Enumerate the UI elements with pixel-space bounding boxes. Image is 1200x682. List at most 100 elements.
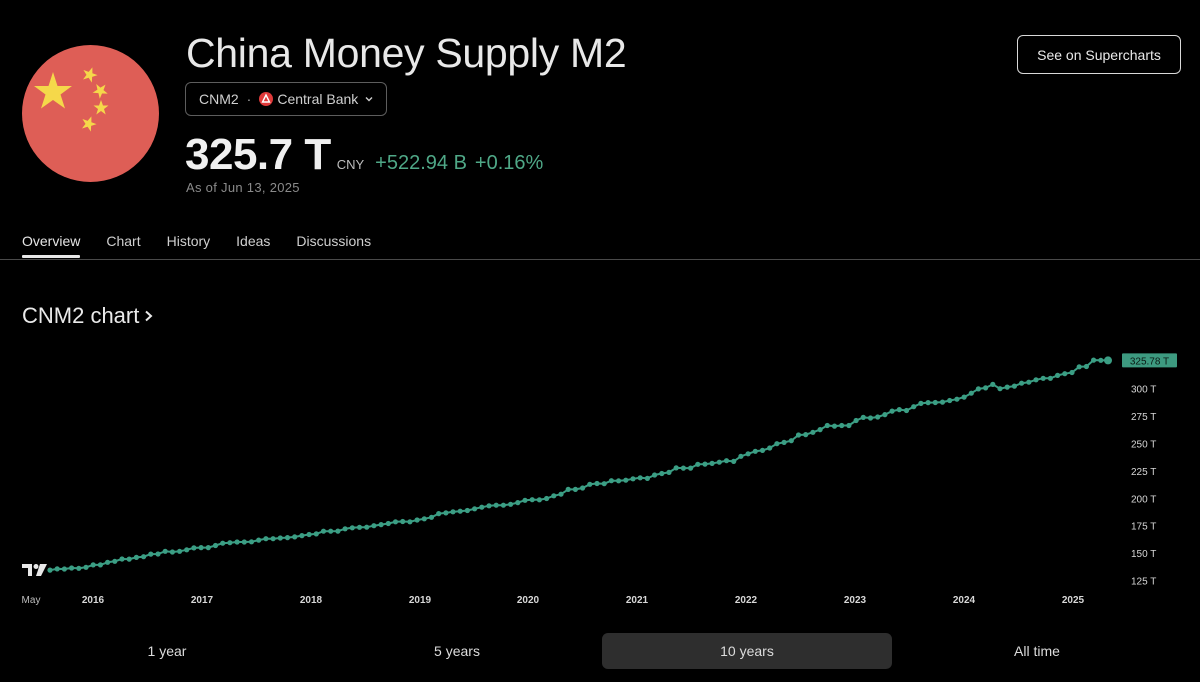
data-point bbox=[875, 414, 881, 420]
data-point bbox=[644, 475, 651, 481]
data-point bbox=[666, 469, 672, 475]
data-point bbox=[83, 564, 89, 570]
data-point bbox=[846, 422, 852, 429]
data-point bbox=[709, 460, 715, 466]
data-point bbox=[745, 451, 751, 457]
tab-overview[interactable]: Overview bbox=[22, 233, 81, 258]
tab-chart[interactable]: Chart bbox=[106, 233, 141, 249]
data-point bbox=[911, 404, 917, 410]
data-point bbox=[896, 407, 902, 413]
x-tick-label: 2024 bbox=[953, 595, 976, 606]
x-tick-label: May bbox=[22, 595, 41, 606]
data-point bbox=[205, 545, 211, 551]
data-point bbox=[889, 408, 895, 414]
data-point bbox=[803, 432, 809, 438]
data-point bbox=[616, 478, 622, 484]
data-point bbox=[637, 475, 643, 481]
data-point bbox=[1069, 369, 1075, 376]
x-tick-label: 2025 bbox=[1062, 595, 1085, 606]
data-point bbox=[54, 566, 60, 572]
data-point bbox=[184, 547, 190, 553]
data-point bbox=[867, 415, 874, 421]
flag-small-star bbox=[92, 84, 108, 99]
data-point bbox=[299, 533, 305, 539]
data-point bbox=[723, 458, 730, 464]
data-point bbox=[1055, 372, 1061, 378]
data-point bbox=[320, 528, 327, 534]
x-tick-label: 2016 bbox=[82, 595, 105, 606]
data-point bbox=[968, 390, 974, 396]
data-point bbox=[97, 562, 103, 568]
change-percent: +0.16% bbox=[474, 152, 544, 174]
data-point bbox=[817, 427, 823, 433]
data-point bbox=[1026, 379, 1032, 385]
symbol-selector[interactable]: CNM2 · Central Bank bbox=[185, 82, 387, 116]
data-point bbox=[932, 399, 938, 406]
data-point bbox=[587, 481, 593, 487]
data-point bbox=[975, 386, 982, 392]
data-point bbox=[795, 432, 802, 438]
y-tick-label: 150 T bbox=[1131, 549, 1156, 560]
tab-history[interactable]: History bbox=[166, 233, 211, 249]
range-5-years[interactable]: 5 years bbox=[434, 643, 480, 659]
data-point bbox=[234, 539, 240, 545]
data-point bbox=[342, 526, 348, 532]
data-point bbox=[565, 486, 571, 492]
chart-section-title: CNM2 chart bbox=[22, 303, 140, 328]
x-tick-label: 2021 bbox=[626, 595, 649, 606]
data-point bbox=[443, 510, 449, 516]
data-point bbox=[47, 567, 53, 573]
data-point bbox=[954, 396, 960, 402]
series-line bbox=[49, 359, 1109, 572]
data-point bbox=[61, 566, 67, 572]
data-point bbox=[630, 476, 636, 482]
data-point bbox=[702, 461, 708, 467]
data-point bbox=[486, 503, 492, 509]
data-point bbox=[997, 386, 1003, 392]
data-point bbox=[414, 517, 420, 523]
data-point bbox=[421, 516, 427, 522]
data-point bbox=[774, 441, 780, 447]
range-10-years[interactable]: 10 years bbox=[602, 633, 892, 669]
x-tick-label: 2019 bbox=[409, 595, 432, 606]
range-all-time[interactable]: All time bbox=[1014, 643, 1060, 659]
data-point bbox=[169, 549, 175, 555]
data-point bbox=[839, 422, 845, 429]
data-point bbox=[356, 524, 363, 530]
y-tick-label: 275 T bbox=[1131, 412, 1156, 423]
change-value: +522.94 B bbox=[375, 152, 467, 174]
data-point bbox=[515, 500, 521, 506]
tab-bar: Overview Chart History Ideas Discussions bbox=[22, 233, 397, 258]
chart-section-link[interactable]: CNM2 chart bbox=[22, 303, 155, 329]
data-point bbox=[177, 548, 183, 554]
data-point bbox=[601, 481, 607, 487]
see-on-supercharts-button[interactable]: See on Supercharts bbox=[1017, 35, 1181, 74]
data-point bbox=[457, 508, 463, 514]
data-point bbox=[580, 485, 586, 491]
data-point bbox=[76, 565, 82, 571]
data-point bbox=[623, 477, 629, 483]
data-point bbox=[759, 447, 766, 453]
data-point bbox=[680, 465, 687, 471]
data-point bbox=[947, 397, 953, 404]
range-1-year[interactable]: 1 year bbox=[147, 643, 187, 659]
source-label: Central Bank bbox=[277, 91, 359, 107]
data-point bbox=[752, 448, 758, 454]
money-supply-chart[interactable]: 125 T 150 T 175 T 200 T 225 T 250 T 275 T 300 T… bbox=[0, 340, 1200, 620]
data-point bbox=[277, 535, 283, 541]
data-point bbox=[522, 497, 528, 503]
tab-discussions[interactable]: Discussions bbox=[296, 233, 372, 249]
page-title: China Money Supply M2 bbox=[186, 30, 627, 76]
chevron-right-icon bbox=[145, 310, 153, 322]
data-point bbox=[428, 514, 435, 520]
tradingview-logo-icon bbox=[22, 564, 47, 576]
last-value-badge bbox=[1122, 353, 1177, 368]
y-tick-label: 125 T bbox=[1131, 577, 1156, 588]
data-point bbox=[464, 507, 470, 514]
x-tick-label: 2023 bbox=[844, 595, 867, 606]
data-point bbox=[659, 470, 665, 477]
data-point bbox=[162, 548, 168, 554]
currency-label: CNY bbox=[336, 157, 365, 172]
data-point bbox=[1098, 357, 1104, 363]
tab-ideas[interactable]: Ideas bbox=[236, 233, 271, 249]
